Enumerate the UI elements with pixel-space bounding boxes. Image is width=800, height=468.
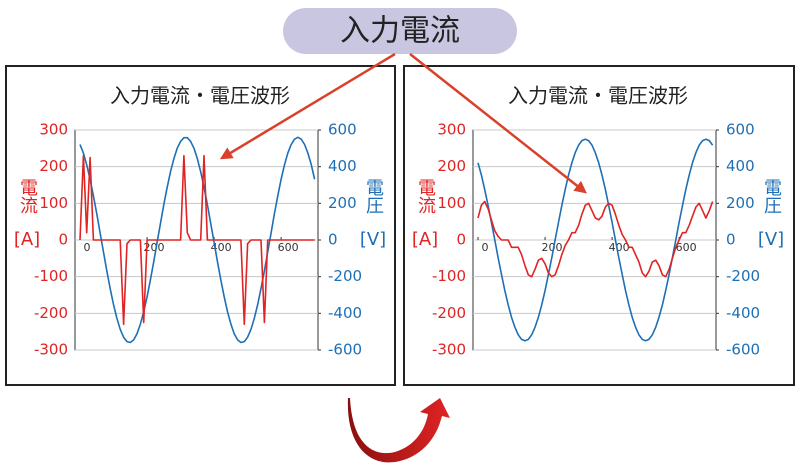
y-tick-label: 0: [58, 231, 68, 249]
y2-tick-label: 600: [328, 121, 357, 139]
y2-tick-label: 400: [726, 157, 755, 175]
x-tick-label: 0: [482, 241, 489, 254]
cycle-arrow: [347, 398, 450, 463]
arrow: [219, 52, 396, 160]
x-tick-label: 200: [542, 241, 563, 254]
series-line: [477, 200, 714, 278]
x-tick-label: 600: [676, 241, 697, 254]
y-tick-label: 200: [437, 157, 466, 175]
header: 入力電流: [340, 14, 460, 49]
y2-tick-label: -600: [726, 341, 760, 359]
y-unit: [A]: [14, 229, 40, 250]
y2-tick-label: -200: [328, 267, 362, 285]
y2-tick-label: -400: [328, 304, 362, 322]
x-tick-label: 400: [609, 241, 630, 254]
y-tick-label: -200: [34, 304, 68, 322]
y-unit: [A]: [412, 229, 438, 250]
charts: 入力電流・電圧波形 -300 -200 -100 0 100 200 300 -600 -400 -…: [14, 84, 784, 359]
y-tick-label: 300: [39, 121, 68, 139]
y-tick-label: -100: [34, 267, 68, 285]
header-pill: [283, 8, 517, 54]
y2-tick-label: -200: [726, 267, 760, 285]
y-tick-label: -300: [34, 341, 68, 359]
y2-tick-label: 600: [726, 121, 755, 139]
series-line: [79, 136, 316, 344]
y2-tick-label: 200: [726, 194, 755, 212]
y2-unit: [V]: [360, 229, 386, 250]
y2-tick-label: 0: [726, 231, 736, 249]
y-label: 電流: [17, 178, 38, 214]
y-tick-label: -200: [432, 304, 466, 322]
y2-tick-label: -600: [328, 341, 362, 359]
y2-tick-label: -400: [726, 304, 760, 322]
y2-tick-label: 0: [328, 231, 338, 249]
x-tick-label: 600: [278, 241, 299, 254]
y-tick-label: 100: [437, 194, 466, 212]
y-tick-label: -300: [432, 341, 466, 359]
y2-label: 電圧: [761, 178, 782, 214]
y-tick-label: 300: [437, 121, 466, 139]
y2-unit: [V]: [758, 229, 784, 250]
y-label: 電流: [415, 178, 436, 214]
chart-title: 入力電流・電圧波形: [110, 84, 290, 108]
series-line: [79, 154, 315, 326]
x-tick-label: 200: [144, 241, 165, 254]
y-tick-label: 200: [39, 157, 68, 175]
y2-label: 電圧: [363, 178, 384, 214]
y-tick-label: 0: [456, 231, 466, 249]
y2-tick-label: 200: [328, 194, 357, 212]
y-tick-label: 100: [39, 194, 68, 212]
x-tick-label: 0: [84, 241, 91, 254]
chart-title: 入力電流・電圧波形: [508, 84, 688, 108]
arrow: [409, 53, 587, 194]
y2-tick-label: 400: [328, 157, 357, 175]
y-tick-label: -100: [432, 267, 466, 285]
series-line: [477, 138, 714, 342]
